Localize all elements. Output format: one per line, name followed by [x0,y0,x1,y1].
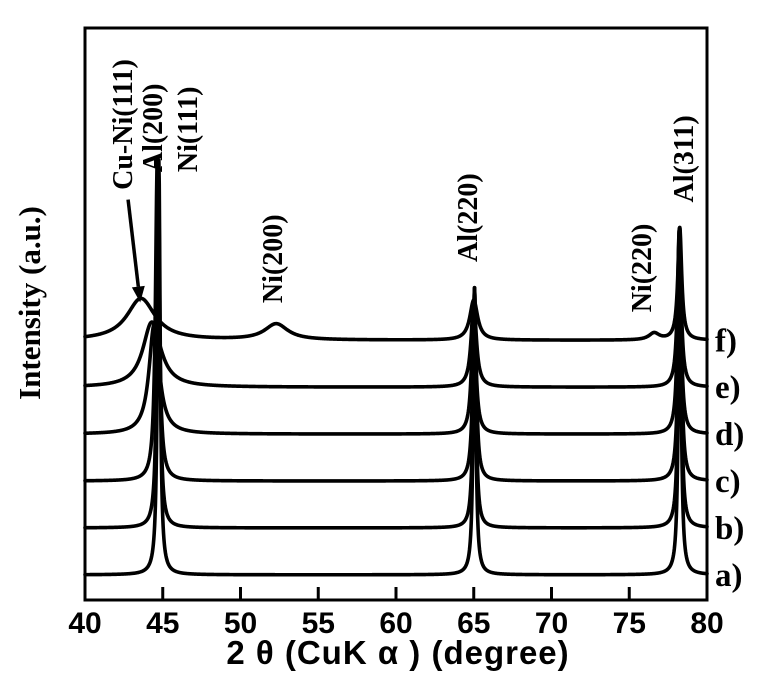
curve-c [83,158,709,483]
curve-label-a: a) [715,558,743,594]
peak-label-al-311: Al(311) [669,115,700,202]
curve-label-c: c) [715,464,741,500]
peak-label-cu-ni-111: Cu-Ni(111) [108,59,139,190]
x-tick-label: 60 [379,607,412,640]
x-tick-label: 45 [146,607,179,640]
x-tick-label: 55 [302,607,335,640]
curve-label-f: f) [715,323,737,359]
peak-label-al-200: Al(200) [138,83,169,172]
curve-label-b: b) [715,511,744,547]
curve-b [83,159,709,530]
curve-f [83,225,709,342]
cu-ni-arrowhead-icon [131,285,145,303]
peak-label-al-220: Al(220) [453,173,484,262]
x-tick-label: 65 [457,607,490,640]
x-tick-label: 75 [613,607,646,640]
curve-label-e: e) [715,370,741,406]
x-axis-label: 2 θ (CuK α ) (degree) [226,634,570,671]
peak-label-ni-200: Ni(200) [258,214,289,303]
curve-e [83,226,709,389]
peak-label-ni-111: Ni(111) [173,87,204,173]
x-tick-label: 50 [224,607,257,640]
x-tick-label: 40 [68,607,101,640]
y-axis-label: Intensity (a.u.) [12,206,47,400]
x-tick-label: 80 [690,607,723,640]
curve-d [83,226,709,436]
x-tick-label: 70 [535,607,568,640]
curve-a [83,158,709,577]
cu-ni-arrow-line [126,199,141,287]
curve-label-d: d) [715,417,744,453]
peak-label-ni-220: Ni(220) [627,224,658,313]
